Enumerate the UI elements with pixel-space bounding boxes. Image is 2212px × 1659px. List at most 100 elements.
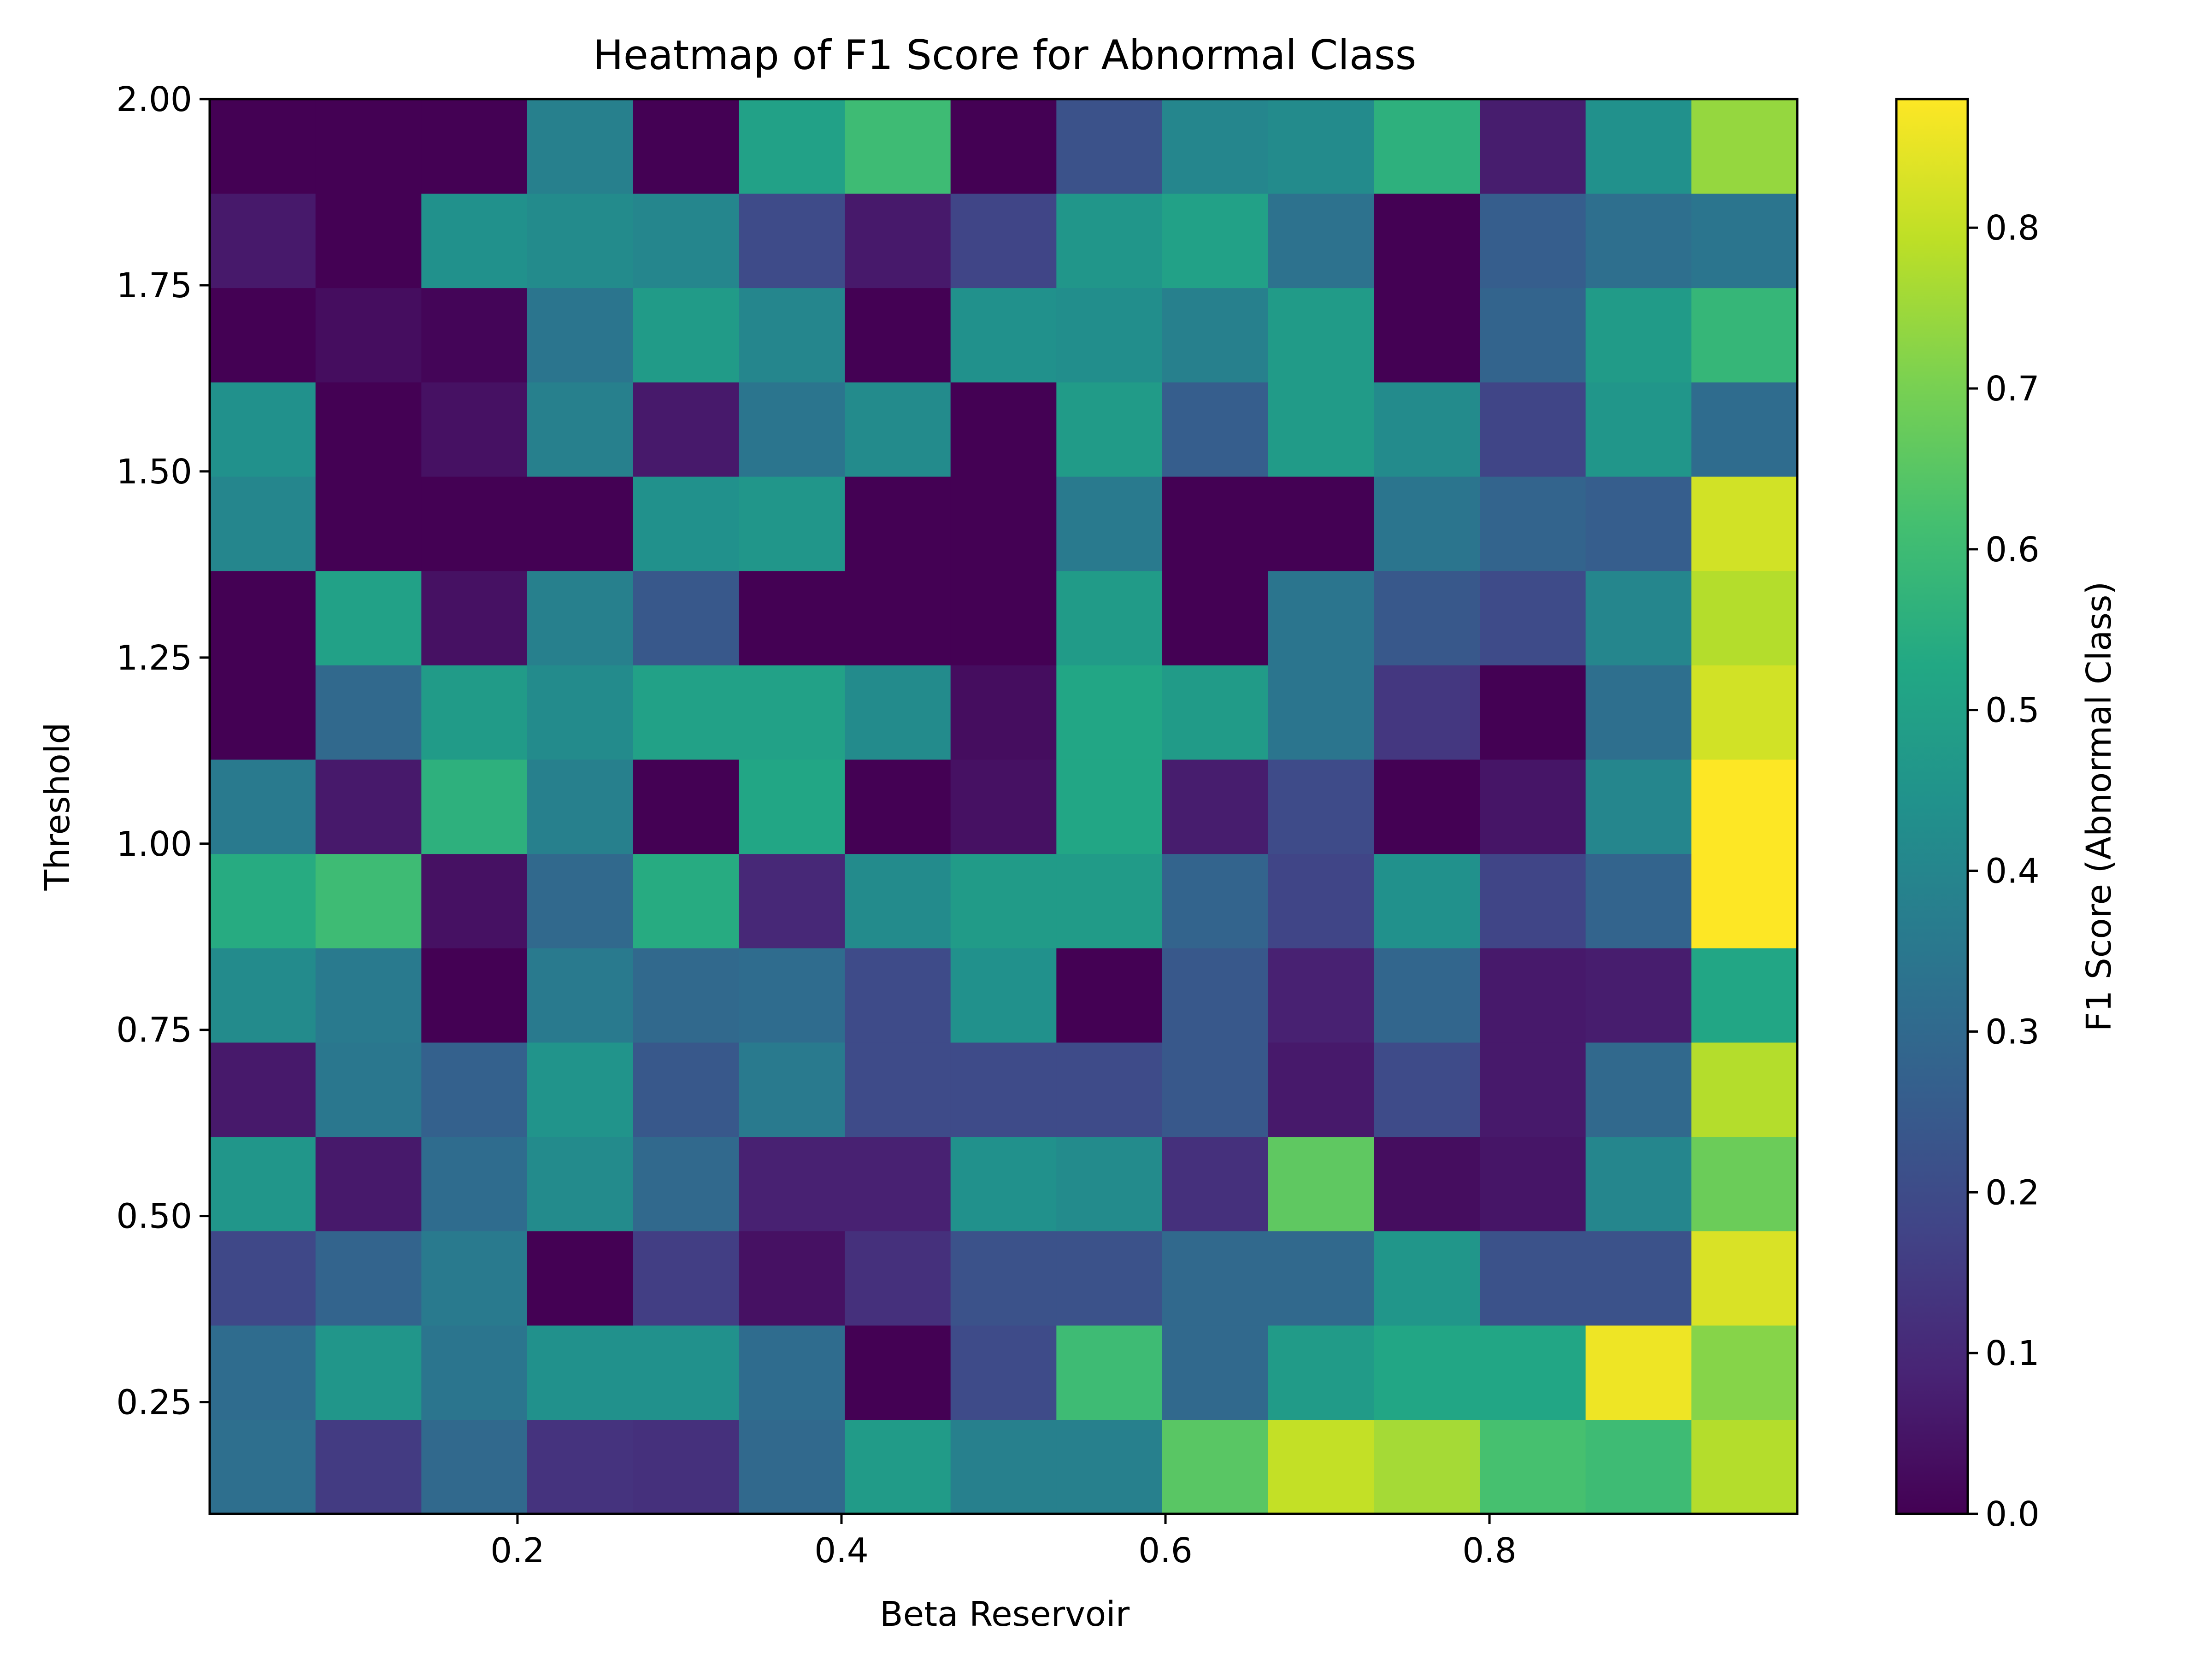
heatmap-cell — [527, 759, 634, 854]
heatmap-cell — [739, 1419, 845, 1514]
chart-title: Heatmap of F1 Score for Abnormal Class — [593, 31, 1417, 79]
heatmap-cell — [950, 99, 1057, 194]
heatmap-cell — [1691, 1325, 1798, 1420]
heatmap-cell — [527, 288, 634, 382]
heatmap-cell — [1585, 476, 1692, 571]
heatmap-cell — [1585, 948, 1692, 1043]
heatmap-cell — [739, 288, 845, 382]
heatmap-cell — [1691, 476, 1798, 571]
heatmap-cell — [210, 665, 316, 760]
heatmap-cell — [845, 948, 951, 1043]
heatmap-cell — [210, 1325, 316, 1420]
heatmap-cell — [1480, 1042, 1586, 1137]
heatmap-cell — [421, 1231, 528, 1326]
heatmap-cell — [1691, 1042, 1798, 1137]
heatmap-cell — [1056, 382, 1163, 477]
y-axis-label: Threshold — [38, 723, 77, 891]
heatmap-cell — [1691, 665, 1798, 760]
heatmap-cell — [633, 1419, 740, 1514]
heatmap-cell — [1056, 948, 1163, 1043]
heatmap-cell — [845, 1419, 951, 1514]
heatmap-cell — [950, 288, 1057, 382]
heatmap-cell — [739, 1231, 845, 1326]
heatmap-cell — [739, 948, 845, 1043]
heatmap-cell — [1691, 571, 1798, 665]
heatmap-cell — [1480, 759, 1586, 854]
heatmap-cell — [315, 571, 422, 665]
heatmap-cell — [1374, 382, 1480, 477]
colorbar-ticks: 0.0 0.1 0.2 0.3 0.4 0.5 0.6 0.7 0.8 — [1968, 208, 2040, 1534]
heatmap-cell — [845, 759, 951, 854]
heatmap-cell — [1162, 1042, 1269, 1137]
heatmap-cell — [845, 99, 951, 194]
heatmap-cell — [1374, 1231, 1480, 1326]
heatmap-cell — [845, 665, 951, 760]
heatmap-cell — [315, 99, 422, 194]
heatmap-cells — [210, 99, 1798, 1514]
heatmap-cell — [633, 476, 740, 571]
heatmap-cell — [210, 571, 316, 665]
heatmap-cell — [950, 1136, 1057, 1231]
y-tick-label: 1.75 — [116, 266, 192, 306]
heatmap-cell — [1268, 948, 1375, 1043]
heatmap-cell — [1374, 193, 1480, 288]
heatmap-cell — [950, 665, 1057, 760]
colorbar-label: F1 Score (Abnormal Class) — [2079, 582, 2119, 1032]
heatmap-cell — [633, 759, 740, 854]
heatmap-cell — [1162, 288, 1269, 382]
heatmap-cell — [315, 665, 422, 760]
heatmap-cell — [739, 665, 845, 760]
heatmap-cell — [1480, 1231, 1586, 1326]
heatmap-cell — [739, 99, 845, 194]
heatmap-cell — [1268, 476, 1375, 571]
heatmap-cell — [1056, 571, 1163, 665]
x-tick-label: 0.6 — [1138, 1531, 1193, 1571]
heatmap-cell — [1056, 1042, 1163, 1137]
heatmap-cell — [421, 1042, 528, 1137]
heatmap-cell — [210, 1231, 316, 1326]
heatmap-cell — [1056, 288, 1163, 382]
heatmap-cell — [315, 1325, 422, 1420]
heatmap-cell — [1585, 1042, 1692, 1137]
heatmap-cell — [1374, 99, 1480, 194]
heatmap-cell — [739, 476, 845, 571]
colorbar-tick-label: 0.1 — [1985, 1334, 2040, 1373]
x-tick-label: 0.2 — [490, 1531, 545, 1571]
heatmap-cell — [210, 759, 316, 854]
heatmap-cell — [1585, 193, 1692, 288]
heatmap-cell — [1056, 1325, 1163, 1420]
heatmap-cell — [315, 193, 422, 288]
heatmap-cell — [527, 193, 634, 288]
heatmap-cell — [950, 759, 1057, 854]
heatmap-cell — [1691, 99, 1798, 194]
heatmap-cell — [421, 853, 528, 948]
colorbar-tick-label: 0.0 — [1985, 1494, 2040, 1534]
heatmap-cell — [845, 382, 951, 477]
x-tick-label: 0.8 — [1462, 1531, 1517, 1571]
heatmap-cell — [210, 288, 316, 382]
heatmap-cell — [1585, 1325, 1692, 1420]
colorbar-tick-label: 0.6 — [1985, 530, 2040, 570]
heatmap-cell — [739, 853, 845, 948]
heatmap-cell — [315, 1136, 422, 1231]
heatmap-cell — [1268, 99, 1375, 194]
heatmap-cell — [1585, 853, 1692, 948]
x-axis-label: Beta Reservoir — [880, 1594, 1130, 1634]
heatmap-cell — [739, 1136, 845, 1231]
heatmap-cell — [1691, 948, 1798, 1043]
heatmap-cell — [845, 571, 951, 665]
heatmap-cell — [1374, 1042, 1480, 1137]
heatmap-cell — [1585, 1419, 1692, 1514]
heatmap-cell — [1268, 665, 1375, 760]
heatmap-cell — [527, 948, 634, 1043]
heatmap-cell — [421, 1136, 528, 1231]
heatmap-cell — [1268, 193, 1375, 288]
heatmap-cell — [1374, 948, 1480, 1043]
heatmap-cell — [527, 382, 634, 477]
heatmap-cell — [633, 1231, 740, 1326]
heatmap-cell — [421, 382, 528, 477]
heatmap-cell — [1480, 288, 1586, 382]
heatmap-cell — [1585, 99, 1692, 194]
heatmap-cell — [527, 1231, 634, 1326]
